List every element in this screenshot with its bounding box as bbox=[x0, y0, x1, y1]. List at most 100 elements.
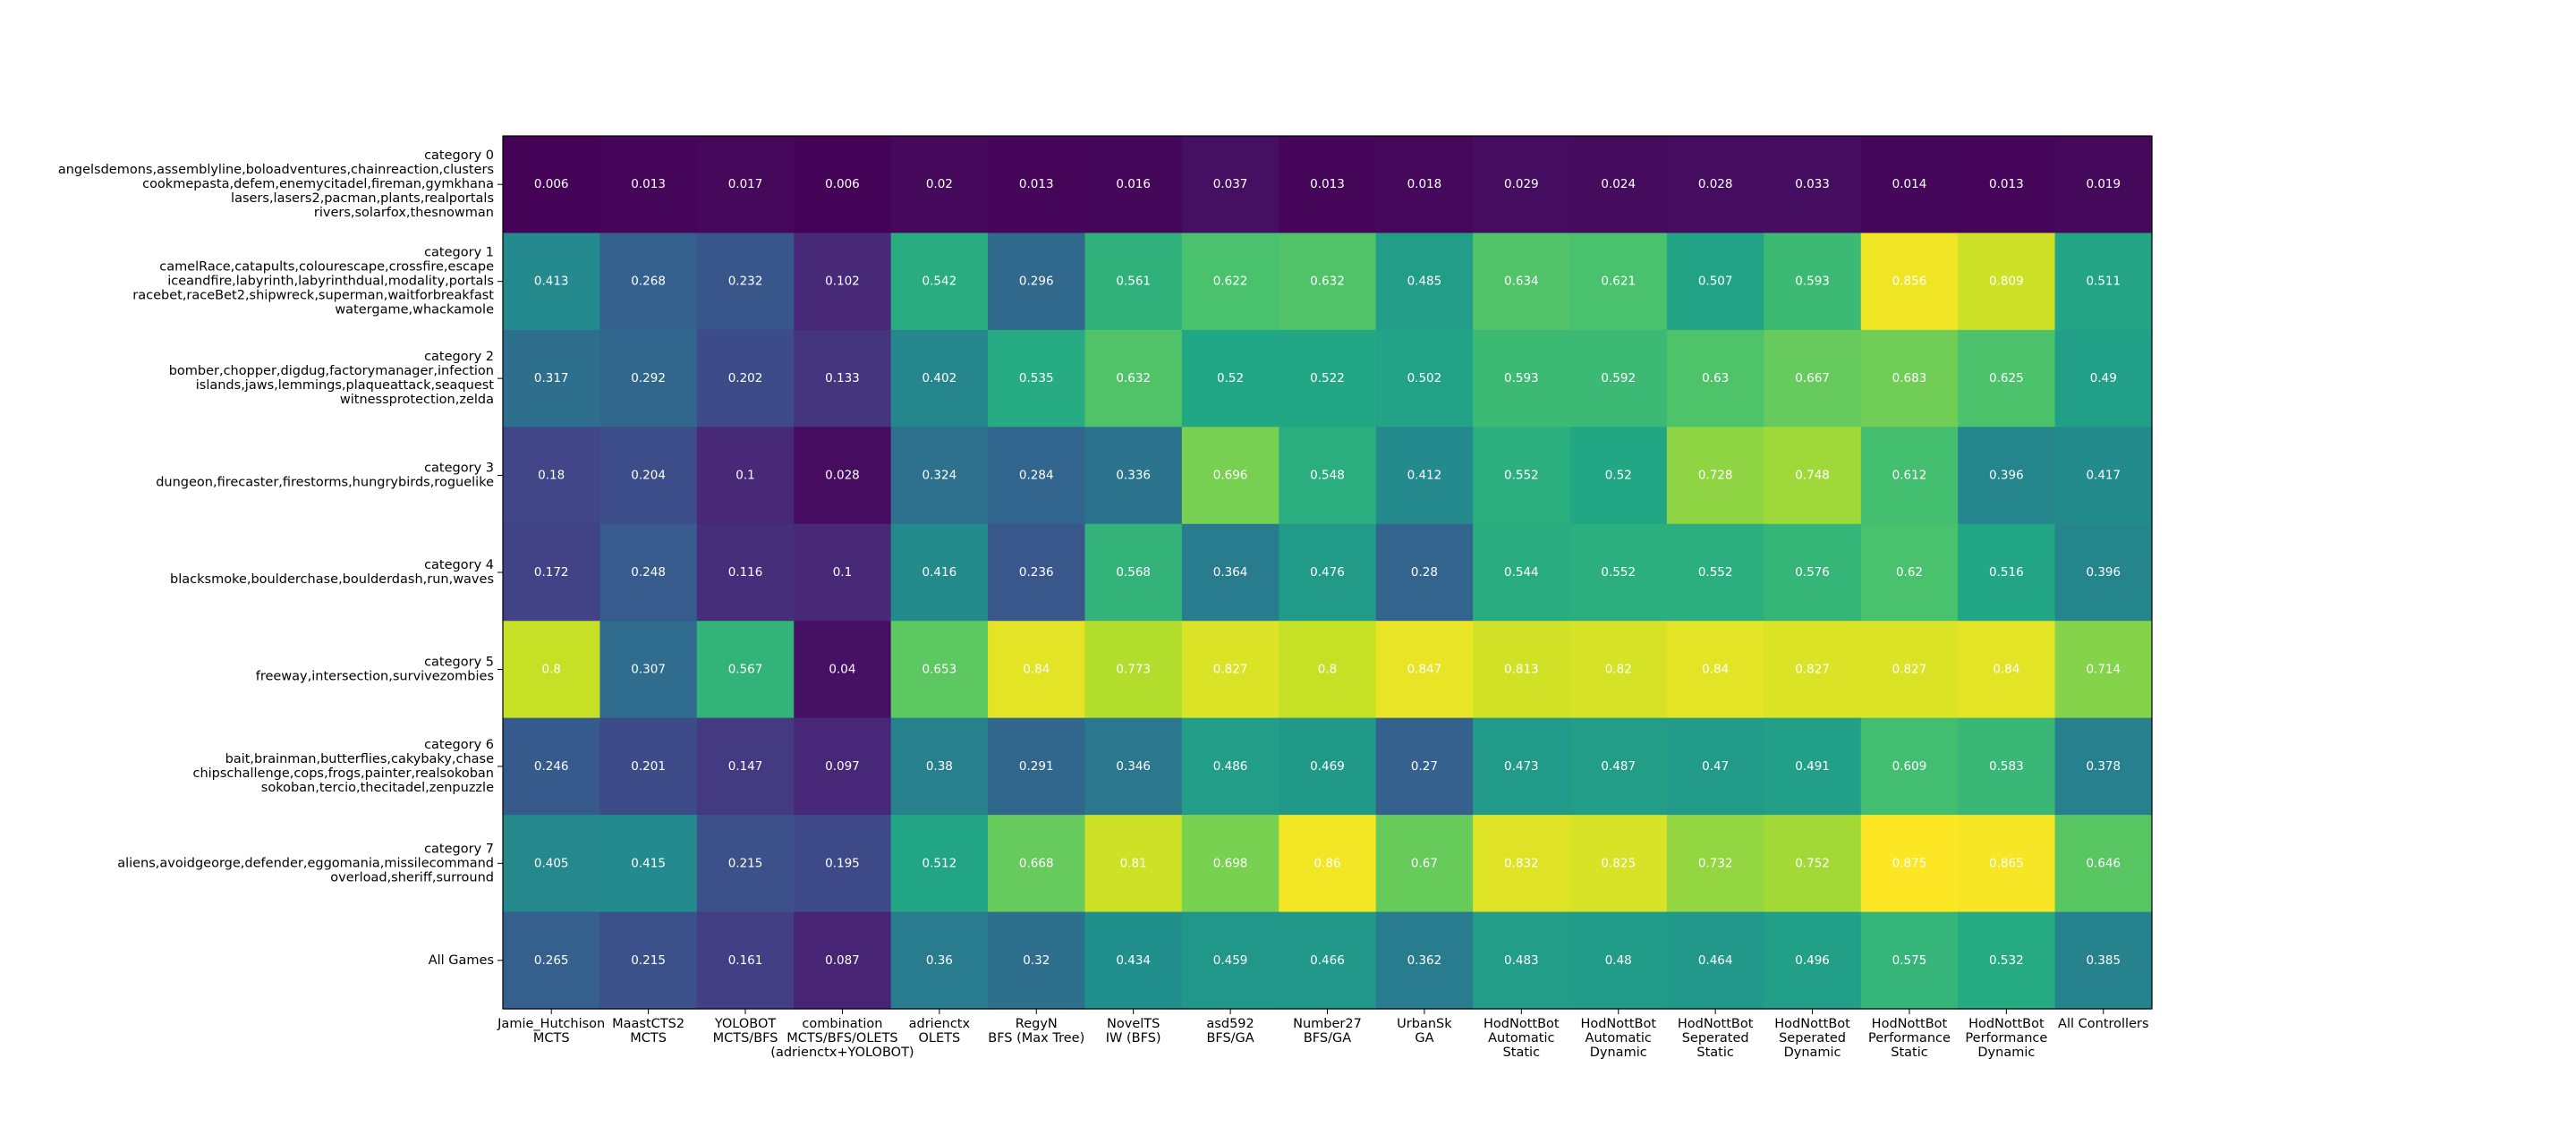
cell-value-label: 0.49 bbox=[2090, 371, 2117, 385]
cell-value-label: 0.417 bbox=[2086, 469, 2121, 483]
heatmap-cell bbox=[1473, 911, 1571, 1010]
cell-value-label: 0.856 bbox=[1892, 275, 1927, 289]
heatmap-cell bbox=[1084, 233, 1183, 331]
heatmap-cell bbox=[1958, 523, 2056, 622]
column-label: Static bbox=[1891, 1046, 1927, 1060]
cell-value-label: 0.542 bbox=[922, 275, 957, 289]
row-label: sokoban,tercio,thecitadel,zenpuzzle bbox=[261, 781, 494, 795]
column-label: asd592 bbox=[1206, 1017, 1254, 1031]
heatmap-cell bbox=[1375, 621, 1474, 719]
heatmap-cell bbox=[1181, 621, 1279, 719]
heatmap-cell bbox=[1279, 329, 1377, 428]
cell-value-label: 0.483 bbox=[1504, 953, 1539, 968]
cell-value-label: 0.612 bbox=[1892, 469, 1927, 483]
cell-value-label: 0.544 bbox=[1504, 565, 1539, 580]
cell-value-label: 0.284 bbox=[1019, 469, 1054, 483]
cell-value-label: 0.232 bbox=[728, 275, 763, 289]
cell-value-label: 0.86 bbox=[1314, 856, 1340, 870]
cell-value-label: 0.593 bbox=[1795, 275, 1830, 289]
cell-value-label: 0.732 bbox=[1698, 856, 1733, 870]
heatmap-cell bbox=[1181, 717, 1279, 816]
heatmap-cell bbox=[1958, 136, 2056, 234]
cell-value-label: 0.434 bbox=[1116, 953, 1151, 968]
heatmap-cell bbox=[890, 717, 989, 816]
row-label: category 6 bbox=[424, 738, 494, 752]
heatmap-cell bbox=[1473, 329, 1571, 428]
heatmap-cell bbox=[1666, 233, 1764, 331]
heatmap-cell bbox=[1375, 329, 1474, 428]
column-label: RegyN bbox=[1016, 1017, 1058, 1031]
cell-value-label: 0.8 bbox=[541, 662, 560, 676]
heatmap-cell bbox=[890, 427, 989, 525]
heatmap-cell bbox=[1666, 717, 1764, 816]
cell-value-label: 0.017 bbox=[728, 177, 763, 191]
cell-value-label: 0.385 bbox=[2086, 953, 2121, 968]
row-label: racebet,raceBet2,shipwreck,superman,wait… bbox=[132, 289, 494, 303]
cell-value-label: 0.019 bbox=[2086, 177, 2121, 191]
column-label: HodNottBot bbox=[1678, 1017, 1754, 1031]
column-label: NovelTS bbox=[1107, 1017, 1160, 1031]
heatmap-cell bbox=[890, 136, 989, 234]
heatmap-cell bbox=[599, 621, 698, 719]
cell-value-label: 0.013 bbox=[1989, 177, 2024, 191]
heatmap-cell bbox=[1473, 621, 1571, 719]
column-label: Jamie_Hutchison bbox=[497, 1017, 605, 1031]
heatmap-cell bbox=[1279, 427, 1377, 525]
column-label: Performance bbox=[1868, 1031, 1951, 1046]
heatmap-cell bbox=[1375, 911, 1474, 1010]
cell-value-label: 0.609 bbox=[1892, 759, 1927, 774]
cell-value-label: 0.47 bbox=[1702, 759, 1729, 774]
cell-value-label: 0.52 bbox=[1605, 469, 1632, 483]
cell-value-label: 0.36 bbox=[926, 953, 953, 968]
heatmap-cell bbox=[794, 329, 892, 428]
heatmap-cell bbox=[1473, 136, 1571, 234]
cell-value-label: 0.246 bbox=[534, 759, 569, 774]
cell-value-label: 0.632 bbox=[1116, 371, 1151, 385]
cell-value-label: 0.466 bbox=[1310, 953, 1345, 968]
row-label: blacksmoke,boulderchase,boulderdash,run,… bbox=[170, 572, 494, 587]
heatmap-cell bbox=[2054, 427, 2153, 525]
cell-value-label: 0.016 bbox=[1116, 177, 1151, 191]
cell-value-label: 0.668 bbox=[1019, 856, 1054, 870]
heatmap-cell bbox=[794, 717, 892, 816]
heatmap-cell bbox=[599, 136, 698, 234]
heatmap-cell bbox=[988, 621, 1086, 719]
heatmap-cell bbox=[503, 815, 601, 913]
heatmap-cell bbox=[1860, 815, 1959, 913]
row-label: freeway,intersection,survivezombies bbox=[256, 669, 494, 683]
cell-value-label: 0.84 bbox=[1023, 662, 1050, 676]
cell-value-label: 0.865 bbox=[1989, 856, 2024, 870]
heatmap-cell bbox=[1666, 329, 1764, 428]
cell-value-label: 0.592 bbox=[1601, 371, 1636, 385]
heatmap-cell bbox=[1958, 815, 2056, 913]
column-label: BFS (Max Tree) bbox=[988, 1031, 1084, 1046]
heatmap-cell bbox=[599, 523, 698, 622]
cell-value-label: 0.567 bbox=[728, 662, 763, 676]
heatmap-cell bbox=[1084, 815, 1183, 913]
heatmap-cell bbox=[696, 329, 795, 428]
heatmap-cell bbox=[1666, 621, 1764, 719]
heatmap-cell bbox=[890, 329, 989, 428]
cell-value-label: 0.827 bbox=[1795, 662, 1830, 676]
cell-value-label: 0.809 bbox=[1989, 275, 2024, 289]
heatmap-cell bbox=[1860, 136, 1959, 234]
cell-value-label: 0.84 bbox=[1993, 662, 2019, 676]
cell-value-label: 0.827 bbox=[1213, 662, 1248, 676]
cell-value-label: 0.362 bbox=[1407, 953, 1442, 968]
cell-value-label: 0.416 bbox=[922, 565, 957, 580]
row-labels: category 0angelsdemons,assemblyline,bolo… bbox=[58, 148, 503, 968]
heatmap-cell bbox=[696, 717, 795, 816]
cell-value-label: 0.698 bbox=[1213, 856, 1248, 870]
heatmap-cell bbox=[890, 233, 989, 331]
cell-value-label: 0.02 bbox=[926, 177, 953, 191]
cell-value-label: 0.006 bbox=[825, 177, 860, 191]
heatmap-cell bbox=[988, 329, 1086, 428]
column-label: IW (BFS) bbox=[1106, 1031, 1161, 1046]
heatmap-cell bbox=[1764, 427, 1862, 525]
heatmap-cell bbox=[794, 136, 892, 234]
row-label: overload,sheriff,surround bbox=[330, 870, 494, 885]
cell-value-label: 0.201 bbox=[631, 759, 666, 774]
heatmap-cell bbox=[1084, 523, 1183, 622]
heatmap-cell bbox=[1860, 329, 1959, 428]
column-label: HodNottBot bbox=[1774, 1017, 1850, 1031]
